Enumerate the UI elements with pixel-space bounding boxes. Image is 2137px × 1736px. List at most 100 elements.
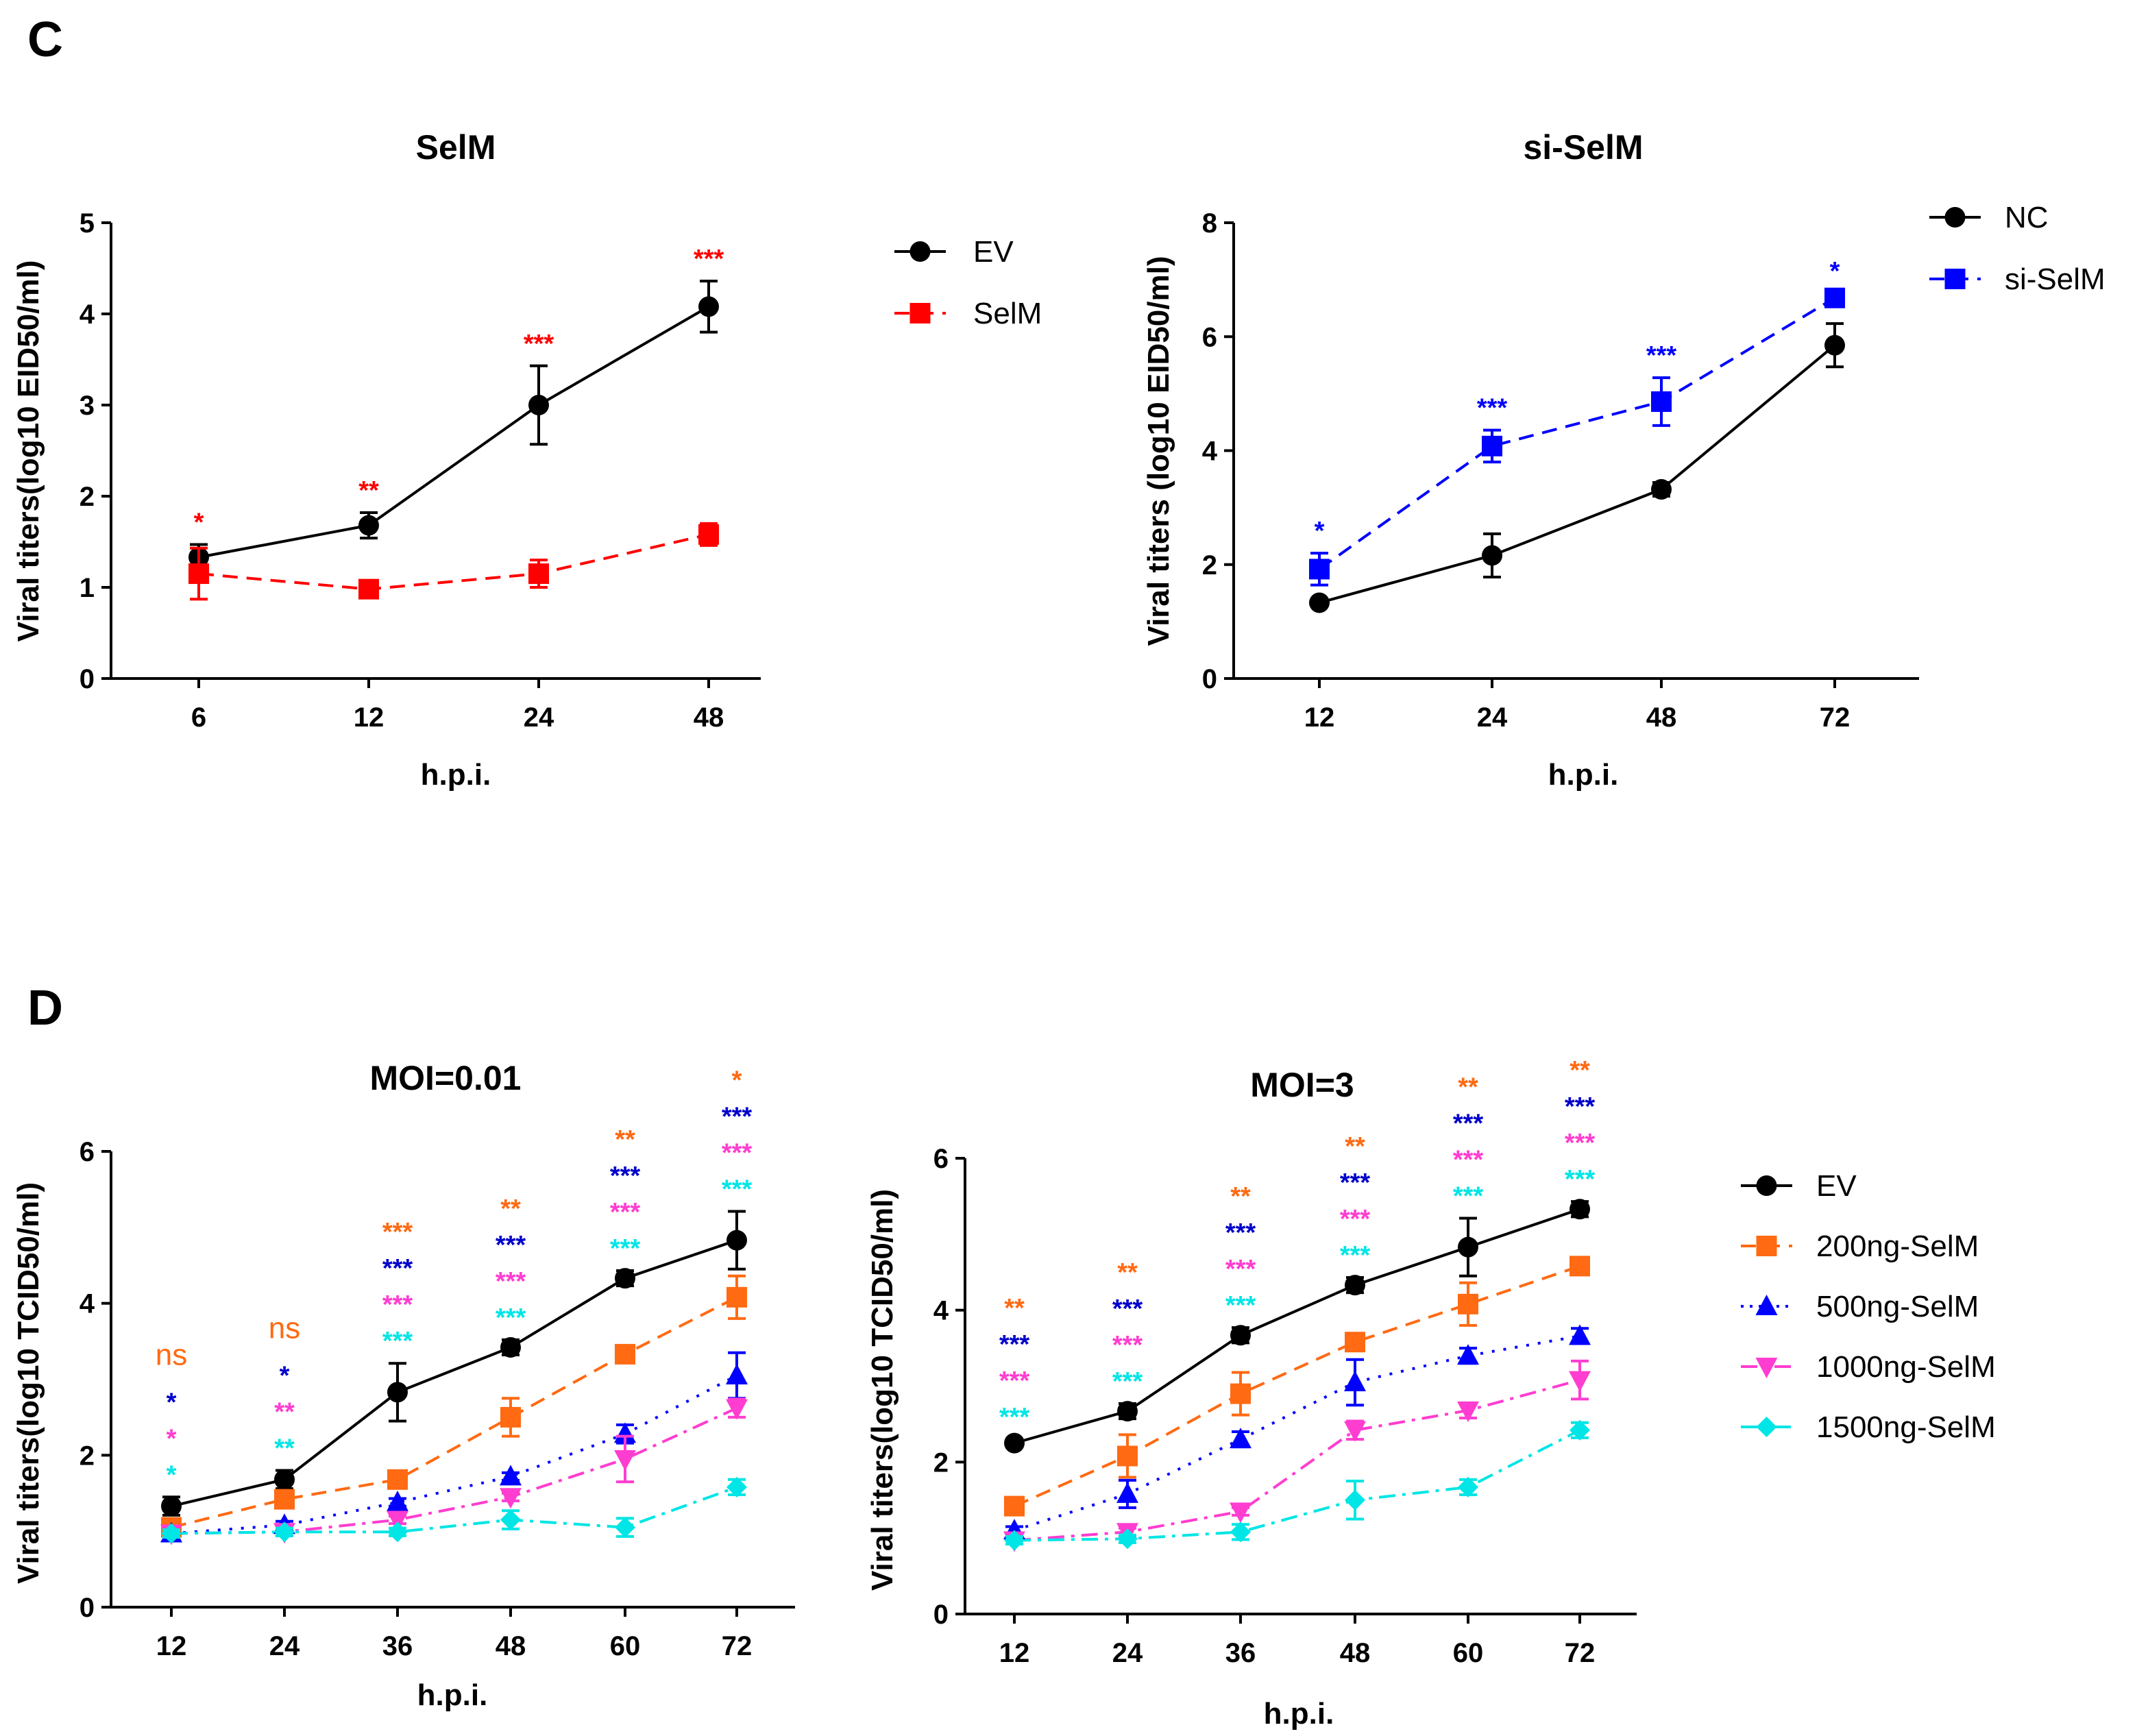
significance-label: *** <box>496 1304 526 1332</box>
legend-marker <box>1755 1358 1778 1378</box>
data-point <box>188 563 209 585</box>
legend-label-ev: EV <box>973 235 1014 269</box>
significance-label: *** <box>694 245 724 273</box>
significance-label: ** <box>1117 1258 1138 1287</box>
x-tick-label: 24 <box>524 702 554 733</box>
data-point <box>698 524 719 545</box>
data-point <box>1004 1495 1025 1517</box>
data-point <box>500 1406 521 1428</box>
series-line <box>1319 344 1836 604</box>
y-tick-label: 2 <box>1202 550 1217 580</box>
significance-label: *** <box>1477 394 1508 423</box>
legend-label-si-selm: si-SelM <box>2005 262 2105 296</box>
data-point <box>1458 1476 1478 1497</box>
significance-label: *** <box>1225 1219 1256 1247</box>
data-point <box>1345 1332 1365 1353</box>
y-axis-label: Viral titers(log10 EID50/ml) <box>12 260 45 642</box>
significance-label: *** <box>382 1327 413 1356</box>
data-point <box>726 1363 748 1384</box>
significance-label: * <box>280 1362 290 1391</box>
data-point <box>726 1230 747 1251</box>
legend-label-1500ng-selm: 1500ng-SelM <box>1816 1410 1996 1444</box>
legend-marker <box>1756 1175 1777 1196</box>
significance-label: *** <box>722 1175 753 1204</box>
significance-label: *** <box>1453 1110 1484 1138</box>
y-tick-label: 0 <box>933 1600 949 1630</box>
series-line <box>171 1406 737 1535</box>
data-point <box>500 1465 522 1486</box>
significance-label: *** <box>1112 1295 1143 1323</box>
data-point <box>528 395 549 415</box>
significance-label: * <box>194 508 204 537</box>
data-point <box>274 1521 295 1543</box>
data-point <box>1117 1401 1138 1422</box>
data-point <box>1651 391 1672 413</box>
significance-label: *** <box>1565 1165 1596 1194</box>
data-point <box>500 1336 521 1358</box>
y-tick-label: 6 <box>933 1144 949 1174</box>
significance-label: * <box>1830 257 1840 286</box>
data-point <box>1651 479 1672 500</box>
y-tick-label: 8 <box>1202 208 1217 239</box>
data-point <box>387 1382 408 1403</box>
y-tick-label: 5 <box>80 208 95 239</box>
significance-label: ns <box>156 1338 187 1371</box>
significance-label: * <box>167 1460 177 1489</box>
significance-label: *** <box>610 1234 641 1263</box>
data-point <box>1230 1383 1251 1404</box>
x-tick-label: 60 <box>610 1631 641 1661</box>
significance-label: *** <box>722 1139 753 1168</box>
data-point <box>1569 1324 1591 1345</box>
data-point <box>274 1469 295 1490</box>
data-point <box>1117 1445 1138 1467</box>
y-tick-label: 2 <box>933 1447 949 1478</box>
legend-marker <box>1755 1295 1778 1315</box>
series-line <box>1014 1208 1580 1445</box>
data-point <box>1824 287 1845 308</box>
chart-title: SelM <box>416 128 496 167</box>
data-point <box>726 1286 747 1308</box>
x-tick-label: 24 <box>1112 1638 1143 1668</box>
y-tick-label: 4 <box>80 299 95 330</box>
data-point <box>1570 1256 1590 1277</box>
data-point <box>1345 1275 1365 1296</box>
significance-label: ns <box>269 1312 300 1345</box>
y-tick-label: 4 <box>1202 437 1218 467</box>
significance-label: *** <box>722 1103 753 1132</box>
significance-label: *** <box>1565 1092 1596 1121</box>
x-tick-label: 36 <box>1225 1638 1256 1668</box>
x-tick-label: 48 <box>496 1631 526 1661</box>
data-point <box>1004 1530 1025 1551</box>
x-tick-label: 36 <box>382 1631 413 1661</box>
legend-marker <box>1756 1236 1777 1256</box>
legend-marker <box>1756 1417 1777 1437</box>
data-point <box>161 1523 182 1544</box>
significance-label: *** <box>1340 1169 1371 1197</box>
data-point <box>614 1422 636 1443</box>
chart-moi-0.01: MOI=0.01 h.p.i. Viral titers(log10 TCID5… <box>12 1059 795 1712</box>
significance-label: *** <box>524 330 554 358</box>
significance-label: *** <box>1112 1331 1143 1360</box>
chart-si-selm: si-SelM h.p.i. Viral titers (log10 EID50… <box>1142 128 2105 792</box>
x-tick-label: 6 <box>191 702 206 733</box>
y-tick-label: 3 <box>80 391 95 421</box>
y-axis-label: Viral titers (log10 EID50/ml) <box>1142 256 1175 646</box>
legend-marker <box>909 241 931 262</box>
data-point <box>387 1491 408 1512</box>
significance-label: *** <box>1453 1182 1484 1211</box>
series-line <box>198 533 709 591</box>
significance-label: ** <box>1570 1056 1590 1085</box>
chart-moi-3: MOI=3 h.p.i. Viral titers(log10 TCID50/m… <box>866 1056 1996 1731</box>
series-line <box>1318 297 1836 571</box>
y-tick-label: 0 <box>80 664 95 694</box>
significance-label: *** <box>1453 1146 1484 1175</box>
data-point <box>1345 1489 1365 1511</box>
legend-marker <box>1944 269 1966 289</box>
data-point <box>1457 1401 1479 1422</box>
data-point <box>1344 1370 1366 1391</box>
chart-title: si-SelM <box>1523 128 1643 167</box>
data-point <box>1230 1502 1251 1524</box>
x-tick-label: 48 <box>1340 1638 1371 1668</box>
legend-label-nc: NC <box>2005 201 2049 234</box>
y-tick-label: 6 <box>1202 322 1217 352</box>
